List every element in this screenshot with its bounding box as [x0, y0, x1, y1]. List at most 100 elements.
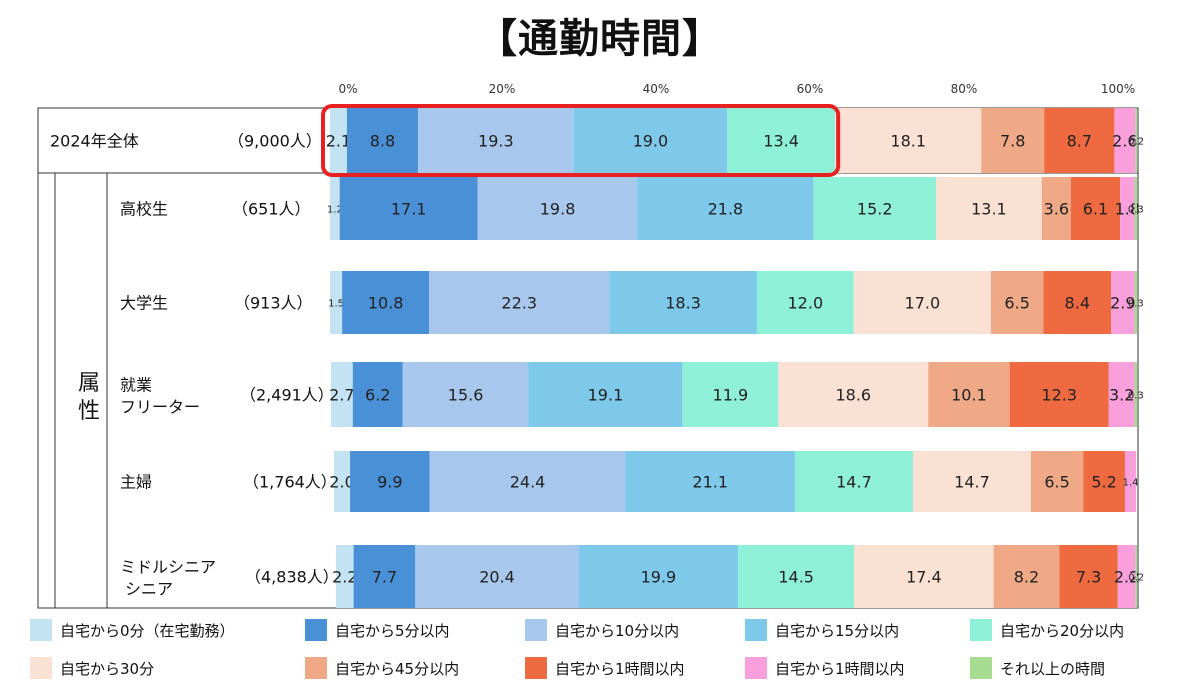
data-label: 24.4 — [510, 473, 546, 492]
data-label: 14.5 — [778, 568, 814, 587]
data-label: 21.8 — [708, 200, 744, 219]
data-label: 11.9 — [713, 386, 749, 405]
highlight-box — [321, 104, 841, 177]
legend-label: 自宅から5分以内 — [335, 621, 450, 640]
bar-segment — [854, 545, 994, 608]
legend-item: それ以上の時間 — [970, 656, 1105, 680]
legend-item: 自宅から5分以内 — [305, 618, 450, 642]
bar-segment — [1111, 271, 1135, 334]
legend-item: 自宅から1時間以内 — [745, 656, 905, 680]
bar-segment — [990, 271, 1044, 334]
data-label: 1.2 — [327, 205, 343, 216]
category-count: （913人） — [234, 294, 313, 313]
bar-segment — [1135, 545, 1137, 608]
legend-swatch — [30, 619, 52, 641]
bar-segment — [429, 271, 610, 334]
bar-segment — [738, 545, 855, 608]
category-count: （2,491人） — [240, 386, 334, 405]
bar-segment — [330, 177, 340, 240]
bar-segment — [429, 451, 626, 512]
category-label: 就業フリーター — [120, 376, 200, 417]
x-tick-label: 0% — [338, 82, 357, 96]
legend-label: 自宅から15分以内 — [775, 621, 900, 640]
data-label: 2.7 — [329, 386, 354, 405]
data-label: 7.7 — [372, 568, 397, 587]
category-count: （1,764人） — [243, 473, 337, 492]
bar-segment — [794, 451, 913, 512]
data-label: 7.8 — [1000, 132, 1025, 151]
bar-segment — [573, 108, 728, 173]
bar-segment — [835, 108, 982, 173]
bar-segment — [330, 271, 343, 334]
x-tick-label: 60% — [797, 82, 824, 96]
data-label: 0.2 — [1128, 573, 1144, 584]
bar-segment — [1043, 271, 1112, 334]
data-label: 17.1 — [391, 200, 427, 219]
bar-segment — [339, 177, 478, 240]
data-label: 5.2 — [1091, 473, 1116, 492]
bar-segment — [936, 177, 1042, 240]
bar-segment — [1044, 108, 1115, 173]
legend: 自宅から0分（在宅勤務） 自宅から5分以内 自宅から10分以内 自宅から15分以内 自宅… — [30, 618, 1190, 694]
data-label: 2.2 — [1114, 568, 1139, 587]
data-label: 19.1 — [588, 386, 624, 405]
bar-segment — [352, 362, 403, 427]
bar-segment — [1108, 362, 1135, 427]
legend-label: それ以上の時間 — [1000, 659, 1106, 678]
data-label: 2.9 — [1110, 294, 1135, 313]
bar-segment — [1117, 545, 1136, 608]
legend-label: 自宅から1時間以内 — [775, 659, 905, 678]
x-tick-label: 20% — [489, 82, 516, 96]
bar-segment — [331, 362, 353, 427]
category-label: 高校生 — [120, 200, 168, 219]
category-count: （651人） — [232, 200, 311, 219]
bar-segment — [477, 177, 638, 240]
data-label: 0.2 — [1128, 137, 1144, 148]
bar-segment — [813, 177, 937, 240]
legend-label: 自宅から0分（在宅勤務） — [60, 621, 235, 640]
data-label: 18.3 — [665, 294, 701, 313]
bar-segment — [1059, 545, 1118, 608]
bar-segment — [981, 108, 1045, 173]
data-label: 0.3 — [1128, 391, 1144, 402]
bar-segment — [928, 362, 1010, 427]
data-label: 0.3 — [1128, 205, 1144, 216]
x-tick-label: 40% — [643, 82, 670, 96]
data-label: 8.2 — [1014, 568, 1039, 587]
bar-segment — [1031, 451, 1084, 512]
bar-segment — [637, 177, 814, 240]
data-label: 2.1 — [326, 132, 351, 151]
legend-item: 自宅から10分以内 — [525, 618, 679, 642]
data-label: 21.1 — [692, 473, 728, 492]
data-label: 18.1 — [890, 132, 926, 151]
legend-item: 自宅から15分以内 — [745, 618, 899, 642]
data-label: 1.4 — [1123, 478, 1139, 489]
bar-segment — [1124, 451, 1137, 512]
bar-segment — [342, 271, 430, 334]
legend-swatch — [30, 657, 52, 679]
legend-swatch — [970, 619, 992, 641]
category-count: （9,000人） — [228, 132, 322, 151]
data-label: 2.2 — [332, 568, 357, 587]
bar-segment — [853, 271, 991, 334]
data-label: 14.7 — [836, 473, 872, 492]
data-label: 12.0 — [788, 294, 824, 313]
stacked-bar-chart: 0% 20% 40% 60% 80% 100% 属性 2024年全体 （9,000人） 高校生 （6… — [37, 82, 1144, 609]
legend-swatch — [970, 657, 992, 679]
data-label: 9.9 — [377, 473, 402, 492]
bar-segment — [1134, 177, 1137, 240]
data-label: 14.7 — [954, 473, 990, 492]
bar-segment — [682, 362, 779, 427]
bar-segment — [993, 545, 1060, 608]
legend-label: 自宅から1時間以内 — [555, 659, 685, 678]
legend-swatch — [745, 619, 767, 641]
data-label: 19.3 — [478, 132, 514, 151]
data-label: 6.5 — [1004, 294, 1029, 313]
bar-segment — [609, 271, 757, 334]
legend-item: 自宅から1時間以内 — [525, 656, 685, 680]
data-label: 22.3 — [501, 294, 537, 313]
bar-segment — [402, 362, 529, 427]
data-label: 13.4 — [763, 132, 799, 151]
bar-segment — [625, 451, 795, 512]
data-label: 19.0 — [633, 132, 669, 151]
